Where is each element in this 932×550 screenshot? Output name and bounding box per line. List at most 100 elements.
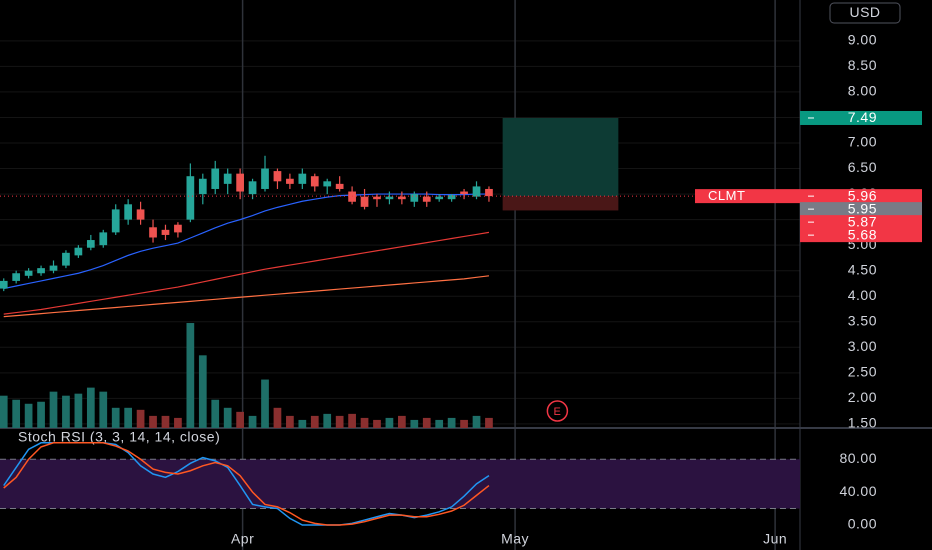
- volume-bar: [223, 407, 232, 428]
- candle-body: [223, 173, 232, 184]
- candle-body: [198, 178, 207, 195]
- x-tick-label: Jun: [763, 531, 787, 547]
- volume-bar: [211, 399, 220, 428]
- y-tick-label: 8.50: [848, 57, 877, 73]
- candle-body: [460, 191, 468, 195]
- candle-body: [49, 265, 58, 271]
- volume-bar: [111, 407, 120, 428]
- volume-bar: [0, 395, 8, 428]
- y-tick-label: 2.50: [848, 364, 877, 380]
- candle-body: [447, 195, 456, 200]
- volume-bar: [373, 419, 381, 428]
- candle-body: [211, 168, 220, 189]
- volume-bar: [410, 419, 419, 428]
- volume-bar: [136, 409, 145, 428]
- volume-bar: [86, 387, 95, 428]
- candle-body: [0, 280, 8, 289]
- y-tick-label: 4.50: [848, 261, 877, 277]
- x-tick-label: Apr: [231, 531, 254, 547]
- candle-body: [37, 268, 45, 274]
- candle-body: [74, 247, 83, 256]
- volume-bar: [124, 407, 133, 428]
- stoch-band: [0, 459, 800, 509]
- candle-body: [435, 196, 444, 200]
- y-tick-label: 9.00: [848, 32, 877, 48]
- volume-bar: [236, 411, 244, 428]
- candle-body: [323, 181, 332, 187]
- volume-bar: [161, 415, 170, 428]
- volume-bar: [310, 415, 319, 428]
- candle-body: [472, 186, 481, 197]
- volume-bar: [186, 323, 195, 428]
- position-loss: [502, 196, 619, 211]
- candle-body: [248, 181, 257, 195]
- x-tick-label: May: [501, 531, 529, 547]
- y-tick-label: 2.00: [848, 389, 877, 405]
- candle-body: [298, 173, 307, 184]
- price-label-box: [800, 110, 922, 125]
- moving-average: [3, 231, 490, 315]
- candle-body: [485, 188, 493, 197]
- volume-bar: [174, 417, 182, 428]
- earnings-marker[interactable]: [546, 400, 569, 422]
- price-label-box: [800, 189, 922, 204]
- price-label: 5.87: [848, 213, 877, 229]
- price-label-box: [800, 215, 922, 230]
- volume-bar: [149, 415, 157, 428]
- volume-bar: [435, 419, 444, 428]
- candle-body: [261, 168, 269, 189]
- y-tick-label: 8.00: [848, 83, 877, 99]
- volume-bar: [37, 401, 45, 428]
- y-tick-label: 4.00: [848, 287, 877, 303]
- candle-body: [62, 252, 70, 266]
- currency: USD: [849, 4, 880, 20]
- candle-body: [174, 224, 182, 233]
- volume-bar: [99, 391, 108, 428]
- price-label: 5.68: [848, 226, 877, 242]
- volume-bar: [323, 413, 332, 428]
- moving-average: [3, 275, 490, 318]
- volume-bar: [273, 407, 282, 428]
- volume-bar: [385, 417, 394, 428]
- candle-body: [335, 183, 344, 189]
- candle-body: [86, 240, 95, 248]
- volume-bar: [62, 395, 70, 428]
- volume-bar: [485, 417, 493, 428]
- candle-body: [12, 273, 21, 281]
- symbol-label-box: [695, 189, 800, 204]
- price-label: 7.49: [848, 109, 877, 125]
- candle-body: [124, 204, 133, 220]
- candle-body: [111, 209, 120, 233]
- volume-bar: [298, 419, 307, 428]
- candle-body: [24, 270, 33, 276]
- candle-body: [161, 229, 170, 235]
- candle-body: [385, 196, 394, 200]
- price-label: 5.95: [848, 200, 877, 216]
- symbol-label: CLMT: [708, 188, 745, 203]
- price-label: 5.96: [848, 187, 877, 203]
- candle-body: [398, 196, 406, 200]
- volume-bar: [335, 415, 344, 428]
- candle-body: [273, 171, 282, 182]
- y-tick-label: 0.00: [848, 516, 877, 532]
- y-tick-label: 1.50: [848, 415, 877, 431]
- position-profit: [502, 117, 619, 197]
- candle-body: [422, 196, 431, 202]
- volume-bar: [74, 393, 83, 428]
- volume-bar: [198, 355, 207, 428]
- candle-body: [186, 176, 195, 220]
- volume-bar: [261, 379, 269, 428]
- volume-bar: [398, 415, 406, 428]
- volume-bar: [248, 415, 257, 428]
- currency-box[interactable]: [829, 2, 901, 24]
- candle-body: [360, 196, 369, 207]
- y-tick-label: 7.00: [848, 134, 877, 150]
- price-label-box: [800, 202, 922, 217]
- candle-body: [286, 178, 294, 184]
- candle-body: [348, 191, 356, 202]
- candle-body: [149, 227, 157, 238]
- volume-bar: [360, 417, 369, 428]
- volume-bar: [12, 399, 21, 428]
